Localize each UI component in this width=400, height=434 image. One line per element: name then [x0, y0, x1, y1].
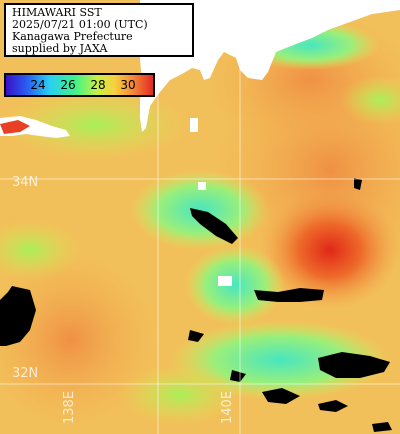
map-datetime: 2025/07/21 01:00 (UTC)	[12, 18, 148, 31]
cloud-mask-south4	[318, 400, 348, 412]
info-box: HIMAWARI SST 2025/07/21 01:00 (UTC) Kana…	[4, 3, 194, 57]
cloud-mask-south1	[318, 352, 390, 378]
map-credit: supplied by JAXA	[12, 42, 108, 55]
legend-tick-28: 28	[90, 78, 106, 92]
color-legend: 24 26 28 30	[4, 73, 155, 97]
land-kanto	[140, 0, 400, 132]
legend-colorbar	[6, 75, 153, 95]
cloud-mask-east2	[354, 178, 362, 190]
island-toshima	[198, 182, 206, 190]
cloud-mask-south3	[262, 388, 300, 404]
legend-tick-24: 24	[30, 78, 46, 92]
cool-band-ne2	[340, 75, 400, 125]
warm-core	[260, 190, 400, 310]
cool-band-w	[0, 220, 80, 280]
lon-label-138e: 138E	[62, 390, 77, 424]
legend-tick-26: 26	[60, 78, 76, 92]
legend-tick-30: 30	[120, 78, 136, 92]
cloud-mask-south2	[230, 370, 246, 382]
cool-band-center	[185, 245, 285, 325]
lat-label-32n: 32N	[12, 366, 39, 381]
island-niijima	[218, 276, 232, 286]
cool-band-sw	[120, 365, 240, 425]
lat-label-34n: 34N	[12, 175, 39, 190]
cool-band-mid	[130, 170, 270, 250]
warm-region-west	[0, 250, 160, 430]
cloud-mask-west	[0, 286, 36, 346]
map-title: HIMAWARI SST	[12, 6, 102, 19]
cloud-mask-south6	[372, 422, 392, 432]
land-red-coast	[0, 120, 30, 134]
cloud-mask-south5	[188, 330, 204, 342]
lon-label-140e: 140E	[220, 390, 235, 424]
island-oshima	[190, 118, 198, 132]
cloud-mask-east	[254, 288, 324, 302]
cloud-mask-chain	[190, 208, 238, 244]
map-region: Kanagawa Prefecture	[12, 30, 133, 43]
